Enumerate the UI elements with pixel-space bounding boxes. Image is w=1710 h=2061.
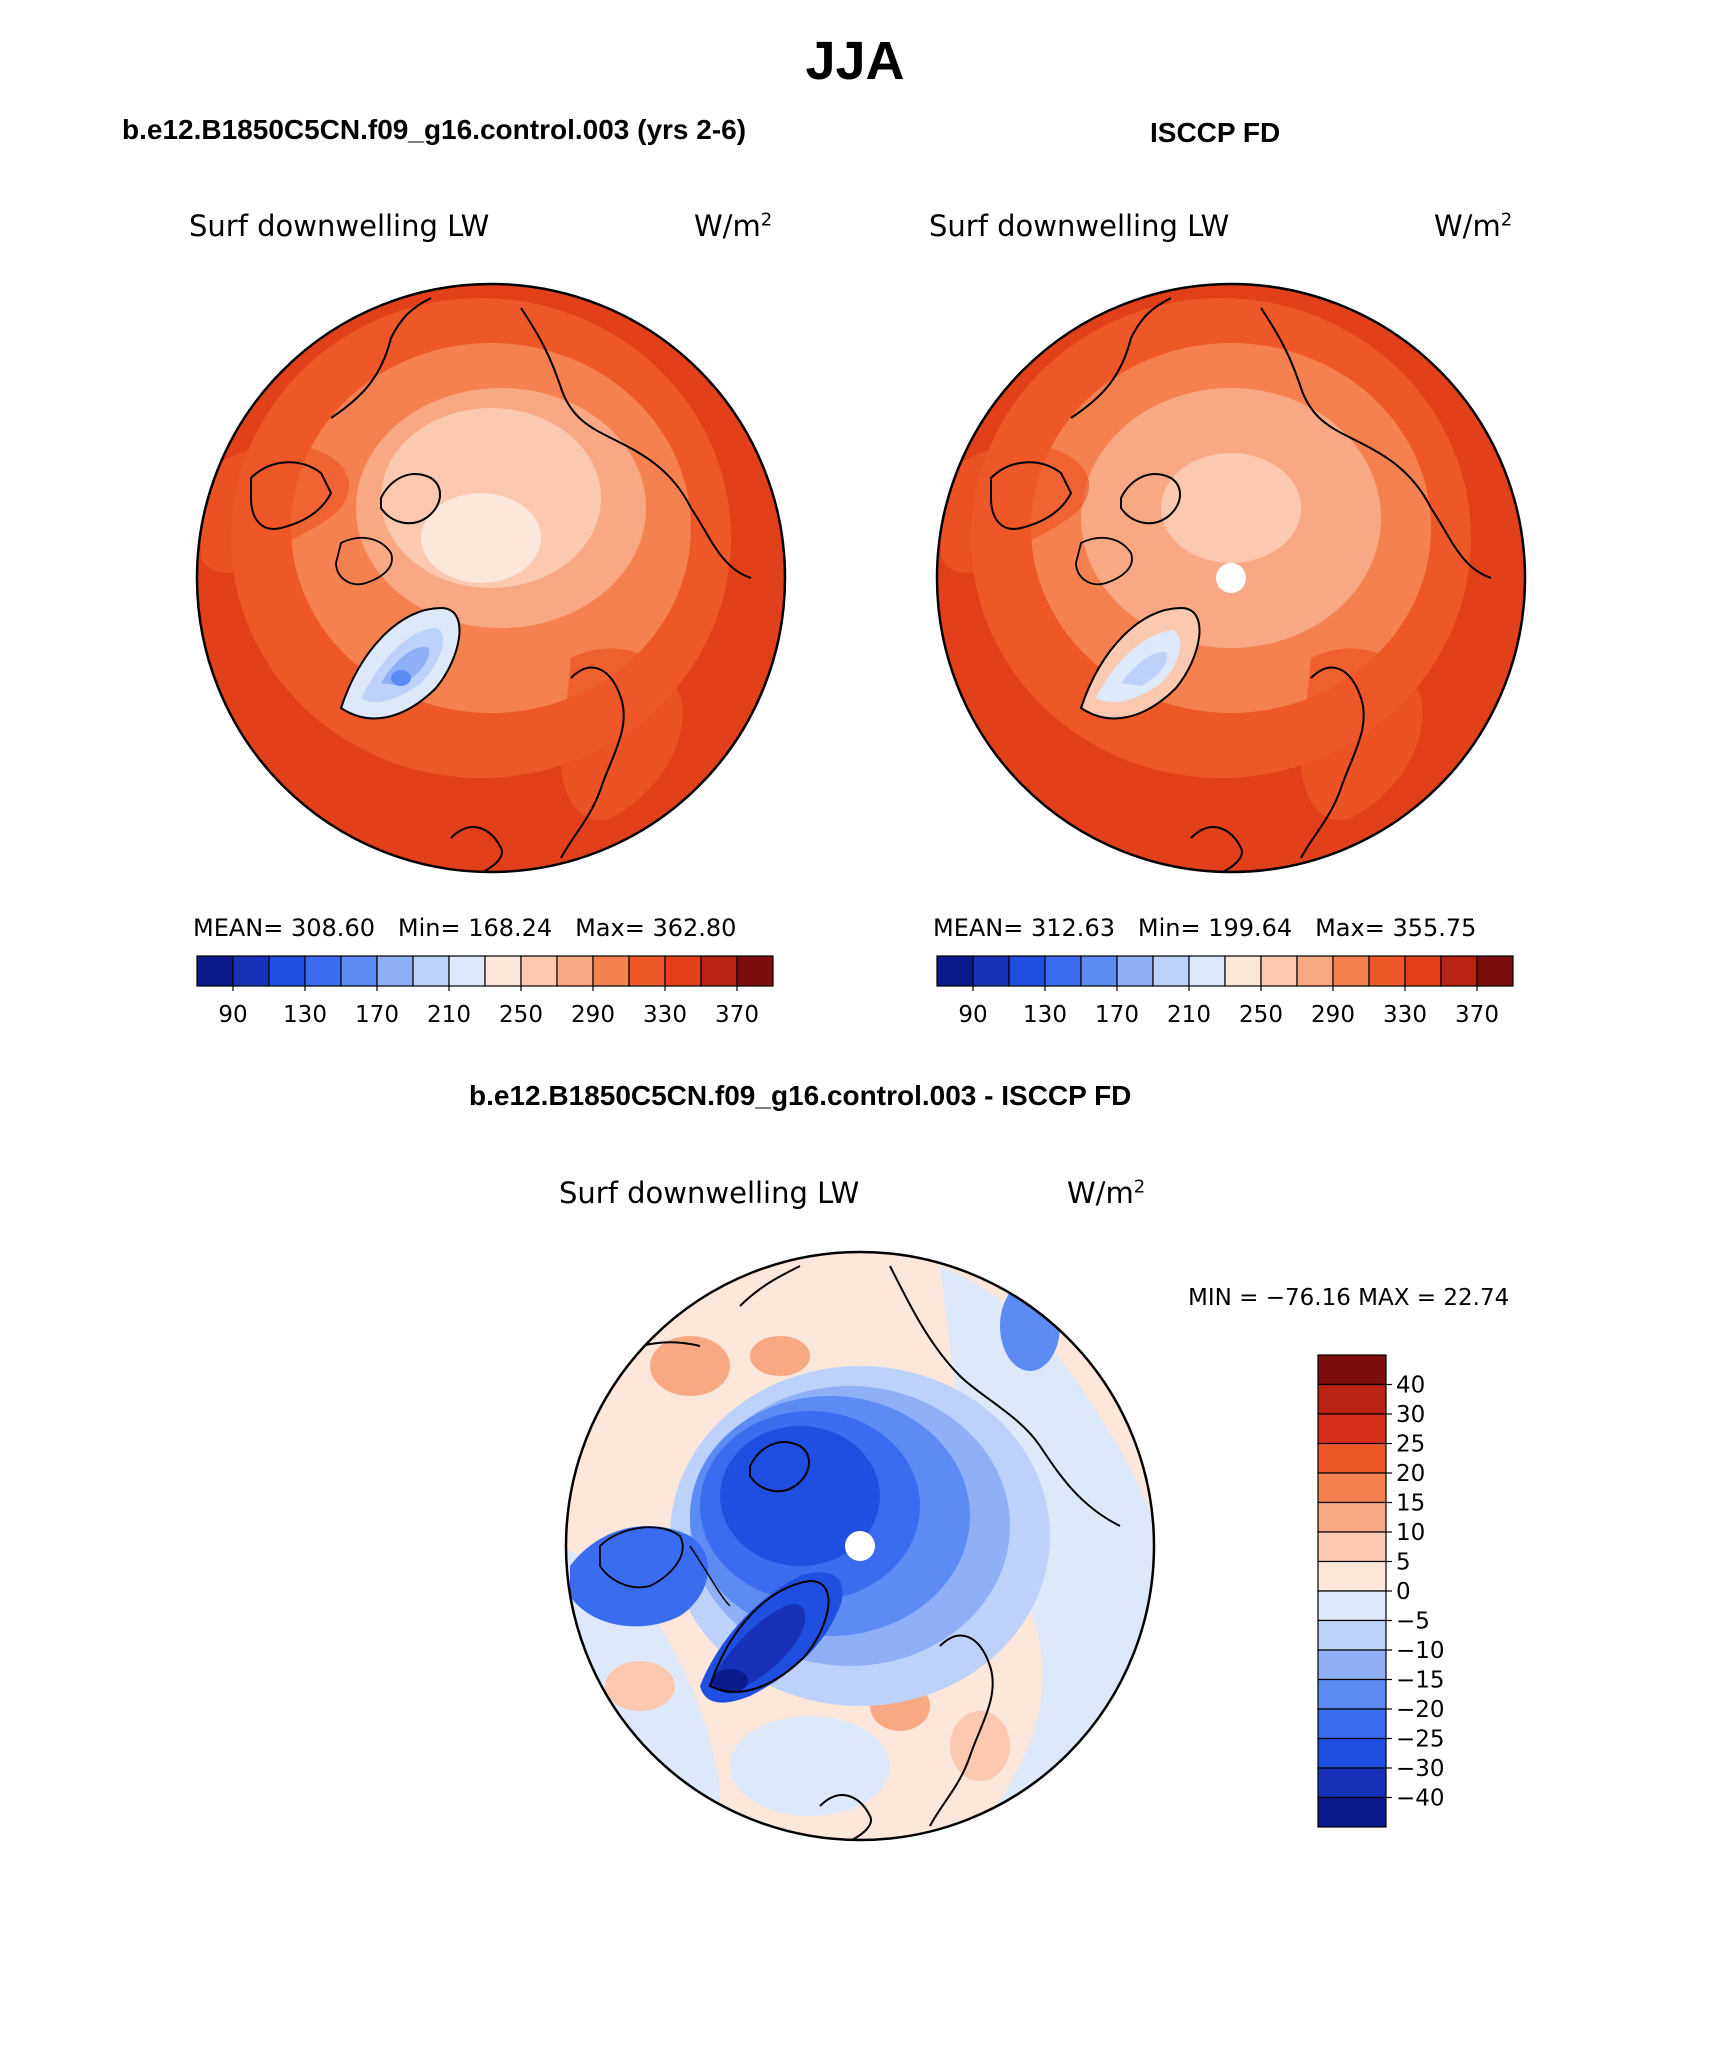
model-colorbar-swatch — [664, 955, 702, 987]
model-variable-label: Surf downwelling LW — [189, 209, 490, 243]
model-panel-title: b.e12.B1850C5CN.f09_g16.control.003 (yrs… — [122, 114, 747, 145]
obs-colorbar-swatch — [1260, 955, 1298, 987]
obs-colorbar-swatch — [936, 955, 974, 987]
difference-colorbar-tick-label: 25 — [1396, 1432, 1425, 1458]
obs-colorbar-swatch — [1224, 955, 1262, 987]
difference-colorbar-swatch — [1317, 1442, 1387, 1474]
difference-minmax: MIN = −76.16 MAX = 22.74 — [1188, 1285, 1510, 1311]
difference-colorbar-tick-label: −15 — [1396, 1668, 1445, 1694]
difference-colorbar-swatch — [1317, 1678, 1387, 1710]
model-colorbar-tick-label: 90 — [218, 1002, 247, 1028]
season-title: JJA — [805, 31, 905, 91]
difference-colorbar: 40 30 25 20 15 10 5 0 −5 −10 −15 −20 −25 −30 −40 — [1317, 1354, 1445, 1828]
model-colorbar-tick-label: 370 — [715, 1002, 759, 1028]
difference-colorbar-tick-label: −40 — [1396, 1786, 1445, 1812]
model-colorbar-swatch — [628, 955, 666, 987]
model-colorbar-tick-label: 210 — [427, 1002, 471, 1028]
obs-colorbar-swatch — [1368, 955, 1406, 987]
model-colorbar-swatch — [736, 955, 774, 987]
difference-colorbar-tick-label: 15 — [1396, 1491, 1425, 1517]
model-colorbar-swatch — [196, 955, 234, 987]
obs-colorbar-tick-label: 90 — [958, 1002, 987, 1028]
model-colorbar-swatch — [484, 955, 522, 987]
obs-panel-title: ISCCP FD — [1150, 117, 1281, 148]
difference-colorbar-swatch — [1317, 1649, 1387, 1681]
model-colorbar: 90 130 170 210 250 290 330 370 — [196, 955, 774, 1028]
obs-colorbar-swatch — [972, 955, 1010, 987]
difference-colorbar-swatch — [1317, 1472, 1387, 1504]
difference-variable-label: Surf downwelling LW — [559, 1176, 860, 1210]
difference-panel-title: b.e12.B1850C5CN.f09_g16.control.003 - IS… — [469, 1080, 1132, 1111]
obs-colorbar-tick-label: 130 — [1023, 1002, 1067, 1028]
difference-colorbar-tick-label: −20 — [1396, 1697, 1445, 1723]
model-colorbar-swatch — [340, 955, 378, 987]
obs-colorbar-tick-label: 170 — [1095, 1002, 1139, 1028]
model-colorbar-tick-label: 130 — [283, 1002, 327, 1028]
difference-colorbar-swatch — [1317, 1354, 1387, 1386]
difference-colorbar-tick-label: −25 — [1396, 1727, 1445, 1753]
difference-colorbar-tick-label: 30 — [1396, 1402, 1425, 1428]
obs-colorbar-swatch — [1332, 955, 1370, 987]
obs-colorbar-swatch — [1440, 955, 1478, 987]
obs-colorbar-tick-label: 250 — [1239, 1002, 1283, 1028]
difference-colorbar-swatch — [1317, 1708, 1387, 1740]
difference-colorbar-swatch — [1317, 1796, 1387, 1828]
model-colorbar-swatch — [268, 955, 306, 987]
difference-colorbar-swatch — [1317, 1413, 1387, 1445]
model-colorbar-swatch — [304, 955, 342, 987]
model-colorbar-swatch — [520, 955, 558, 987]
obs-colorbar-swatch — [1008, 955, 1046, 987]
difference-colorbar-swatch — [1317, 1560, 1387, 1592]
obs-colorbar-swatch — [1044, 955, 1082, 987]
obs-polar-map — [935, 282, 1527, 874]
difference-colorbar-tick-label: 0 — [1396, 1579, 1411, 1605]
model-colorbar-swatch — [556, 955, 594, 987]
obs-colorbar-tick-label: 370 — [1455, 1002, 1499, 1028]
obs-colorbar-swatch — [1152, 955, 1190, 987]
model-colorbar-tick-label: 170 — [355, 1002, 399, 1028]
difference-colorbar-swatch — [1317, 1767, 1387, 1799]
obs-colorbar-swatch — [1476, 955, 1514, 987]
difference-colorbar-swatch — [1317, 1531, 1387, 1563]
model-colorbar-swatch — [232, 955, 270, 987]
model-colorbar-swatch — [412, 955, 450, 987]
obs-units-label: W/m2 — [1434, 209, 1513, 243]
model-colorbar-tick-label: 250 — [499, 1002, 543, 1028]
obs-colorbar-swatch — [1080, 955, 1118, 987]
difference-colorbar-tick-label: 10 — [1396, 1520, 1425, 1546]
obs-colorbar: 90 130 170 210 250 290 330 370 — [936, 955, 1514, 1028]
obs-colorbar-swatch — [1404, 955, 1442, 987]
model-colorbar-swatch — [376, 955, 414, 987]
obs-colorbar-tick-label: 290 — [1311, 1002, 1355, 1028]
difference-colorbar-swatch — [1317, 1501, 1387, 1533]
model-colorbar-swatch — [592, 955, 630, 987]
difference-colorbar-swatch — [1317, 1619, 1387, 1651]
difference-colorbar-tick-label: −5 — [1396, 1609, 1430, 1635]
obs-colorbar-tick-label: 210 — [1167, 1002, 1211, 1028]
model-colorbar-tick-label: 290 — [571, 1002, 615, 1028]
difference-colorbar-tick-label: −10 — [1396, 1638, 1445, 1664]
difference-colorbar-tick-label: 40 — [1396, 1373, 1425, 1399]
difference-colorbar-swatch — [1317, 1383, 1387, 1415]
model-stats: MEAN= 308.60 Min= 168.24 Max= 362.80 — [193, 914, 737, 942]
model-colorbar-tick-label: 330 — [643, 1002, 687, 1028]
model-units-label: W/m2 — [694, 209, 773, 243]
difference-colorbar-tick-label: 5 — [1396, 1550, 1411, 1576]
obs-colorbar-swatch — [1296, 955, 1334, 987]
obs-stats: MEAN= 312.63 Min= 199.64 Max= 355.75 — [933, 914, 1477, 942]
model-polar-map — [195, 282, 787, 874]
difference-colorbar-swatch — [1317, 1737, 1387, 1769]
obs-colorbar-tick-label: 330 — [1383, 1002, 1427, 1028]
obs-colorbar-swatch — [1116, 955, 1154, 987]
model-colorbar-swatch — [700, 955, 738, 987]
difference-colorbar-swatch — [1317, 1590, 1387, 1622]
model-colorbar-swatch — [448, 955, 486, 987]
obs-colorbar-swatch — [1188, 955, 1226, 987]
difference-colorbar-tick-label: 20 — [1396, 1461, 1425, 1487]
difference-units-label: W/m2 — [1067, 1176, 1146, 1210]
obs-variable-label: Surf downwelling LW — [929, 209, 1230, 243]
difference-polar-map — [564, 1250, 1156, 1842]
difference-colorbar-tick-label: −30 — [1396, 1756, 1445, 1782]
